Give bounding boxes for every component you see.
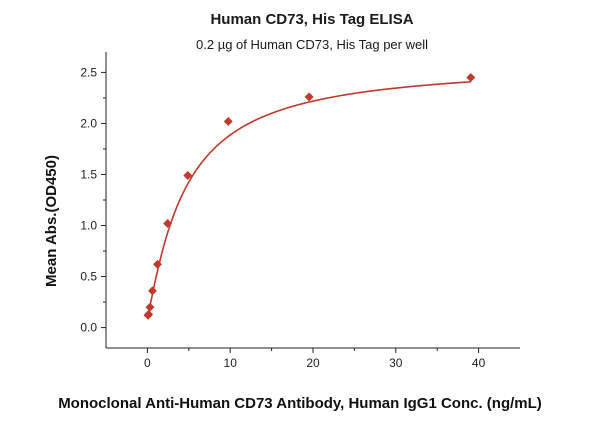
data-point bbox=[304, 92, 314, 102]
data-point bbox=[223, 116, 233, 126]
x-axis-title: Monoclonal Anti-Human CD73 Antibody, Hum… bbox=[58, 395, 542, 412]
x-tick-label: 30 bbox=[389, 356, 403, 370]
x-tick-label: 10 bbox=[224, 356, 238, 370]
data-point bbox=[145, 302, 155, 312]
fit-curve-layer bbox=[147, 81, 471, 316]
y-axis-title: Mean Abs.(OD450) bbox=[43, 155, 60, 287]
x-tick-label: 0 bbox=[144, 356, 151, 370]
fit-curve bbox=[147, 81, 471, 316]
chart-subtitle: 0.2 µg of Human CD73, His Tag per well bbox=[196, 37, 428, 52]
data-points-layer bbox=[143, 72, 476, 320]
data-point bbox=[147, 286, 158, 296]
data-point bbox=[183, 170, 193, 181]
data-point bbox=[144, 309, 154, 319]
y-tick-label: 2.0 bbox=[80, 116, 97, 130]
y-tick-label: 2.5 bbox=[80, 65, 97, 79]
x-tick-label: 40 bbox=[472, 356, 486, 370]
data-point bbox=[152, 259, 163, 269]
data-point bbox=[163, 218, 173, 229]
axes: 0.0 0.5 1.0 1.5 2.0 2.5 0 10 20 30 40 bbox=[80, 52, 520, 370]
y-tick-label: 0.5 bbox=[80, 270, 97, 284]
y-tick-label: 1.0 bbox=[80, 219, 97, 233]
x-tick-label: 20 bbox=[306, 356, 320, 370]
y-tick-label: 0.0 bbox=[80, 321, 97, 335]
chart-title: Human CD73, His Tag ELISA bbox=[210, 11, 413, 28]
y-tick-label: 1.5 bbox=[80, 167, 97, 181]
data-point bbox=[466, 72, 476, 83]
